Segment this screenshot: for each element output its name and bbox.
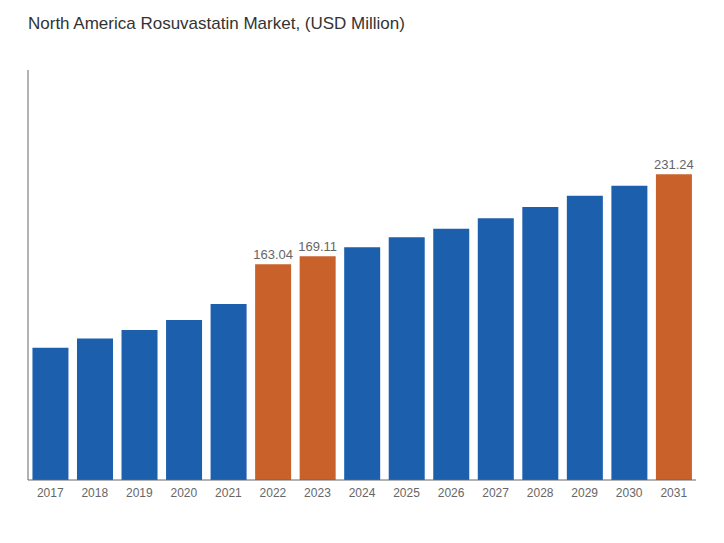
svg-text:2030: 2030 — [616, 486, 643, 500]
svg-text:231.24: 231.24 — [654, 157, 694, 172]
svg-text:2029: 2029 — [571, 486, 598, 500]
svg-text:2027: 2027 — [482, 486, 509, 500]
svg-text:2022: 2022 — [260, 486, 287, 500]
svg-text:2020: 2020 — [171, 486, 198, 500]
svg-text:163.04: 163.04 — [253, 247, 293, 262]
svg-text:2024: 2024 — [349, 486, 376, 500]
svg-text:2021: 2021 — [215, 486, 242, 500]
svg-text:2026: 2026 — [438, 486, 465, 500]
svg-text:2025: 2025 — [393, 486, 420, 500]
svg-text:2017: 2017 — [37, 486, 64, 500]
html-text:North America Rosuvastatin Mar: North America Rosuvastatin Market, (USD … — [28, 14, 405, 33]
svg-text:2028: 2028 — [527, 486, 554, 500]
svg-text:2031: 2031 — [660, 486, 687, 500]
svg-text:2019: 2019 — [126, 486, 153, 500]
svg-text:2023: 2023 — [304, 486, 331, 500]
svg-text:169.11: 169.11 — [298, 239, 337, 254]
svg-text:2018: 2018 — [81, 486, 108, 500]
